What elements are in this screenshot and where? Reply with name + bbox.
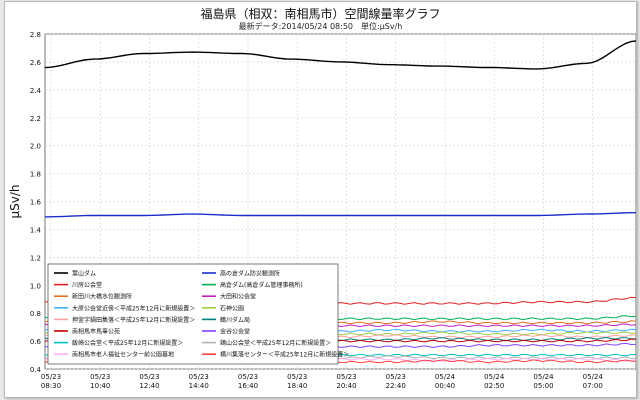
x-tick-date: 05/24: [533, 373, 554, 381]
x-tick-time: 07:00: [583, 382, 603, 390]
x-tick-time: 02:50: [484, 382, 504, 390]
legend-label: 新田川大橋水位観測所: [72, 293, 132, 301]
legend-label: 大田和公会堂: [220, 293, 256, 301]
x-tick-time: 10:40: [90, 382, 110, 390]
legend-label: 高の倉ダム防災観測所: [220, 270, 280, 278]
legend-label: 葉山ダム: [72, 270, 96, 278]
chart-frame: 福島県（相双：南相馬市）空間線量率グラフ 最新データ:2014/05/24 08…: [4, 1, 637, 398]
legend-label: 南相馬市馬事公苑: [72, 328, 120, 336]
x-tick-date: 05/24: [484, 373, 505, 381]
x-tick-date: 05/23: [386, 373, 406, 381]
y-tick-label: 1.6: [30, 199, 42, 207]
y-tick-label: 2.8: [30, 31, 41, 39]
x-tick-date: 05/24: [583, 373, 604, 381]
x-tick-time: 00:40: [435, 382, 455, 390]
series-line: [44, 40, 636, 70]
y-tick-label: 1.4: [30, 226, 42, 234]
x-tick-date: 05/23: [238, 373, 258, 381]
y-axis-label: μSv/h: [8, 184, 22, 218]
chart-title: 福島県（相双：南相馬市）空間線量率グラフ: [200, 7, 441, 21]
x-tick-time: 05:00: [533, 382, 553, 390]
x-tick-time: 18:40: [287, 382, 307, 390]
y-tick-label: 2.4: [30, 87, 42, 95]
x-tick-time: 20:40: [336, 382, 356, 390]
x-tick-date: 05/23: [189, 373, 209, 381]
legend-box: [47, 263, 339, 365]
x-tick-time: 16:40: [238, 382, 258, 390]
y-tick-label: 0.8: [30, 310, 41, 318]
y-tick-label: 2.2: [30, 115, 41, 123]
x-tick-date: 05/23: [90, 373, 110, 381]
legend-label: 南相馬市老人福祉センター前公園墓地: [72, 351, 174, 359]
legend-label: 鶴川ダム局: [220, 316, 250, 324]
y-tick-label: 0.4: [30, 366, 42, 374]
legend-label: 鶏山公会堂＜平成25年12月に新規設置＞: [220, 339, 331, 347]
x-tick-time: 22:40: [386, 382, 406, 390]
y-tick-label: 0.6: [30, 338, 42, 346]
y-tick-label: 2.6: [30, 59, 42, 67]
line-chart: 0.4 0.6 0.8 1.0 1.2 1.4 1.6 1.8 2.0 2.2 2.4 2.6 2.8 0…: [8, 31, 636, 390]
legend-label: 川房公会堂: [72, 281, 102, 289]
legend-label: 高倉ダム(高倉ダム管理事務所): [220, 281, 303, 289]
x-tick-date: 05/24: [435, 373, 456, 381]
y-tick-label: 2.0: [30, 143, 41, 151]
x-tick-time: 14:40: [189, 382, 209, 390]
x-tick-date: 05/23: [139, 373, 159, 381]
x-tick-time: 08:30: [41, 382, 61, 390]
x-tick-date: 05/23: [336, 373, 356, 381]
legend-label: 飯崎公会堂＜平成25年12月に新規設置＞: [72, 339, 183, 347]
legend-label: 押釜字鍋田集落＜平成25年12月に新規設置＞: [72, 316, 195, 324]
legend-label: 横川集落センター＜平成25年12月に新規設置＞: [220, 351, 349, 359]
legend-label: 大原公会堂近傍＜平成25年12月に新規設置＞: [72, 304, 195, 312]
chart-subtitle: 最新データ:2014/05/24 08:50 単位:μSv/h: [238, 22, 403, 31]
legend-label: 金谷公会堂: [220, 328, 250, 336]
legend-label: 石神公園: [220, 304, 244, 312]
y-tick-label: 1.2: [30, 254, 41, 262]
x-tick-date: 05/23: [287, 373, 307, 381]
x-tick-date: 05/23: [41, 373, 61, 381]
y-tick-label: 1.0: [30, 282, 41, 290]
y-tick-label: 1.8: [30, 171, 41, 179]
series-line: [44, 211, 636, 218]
x-tick-time: 12:40: [139, 382, 159, 390]
